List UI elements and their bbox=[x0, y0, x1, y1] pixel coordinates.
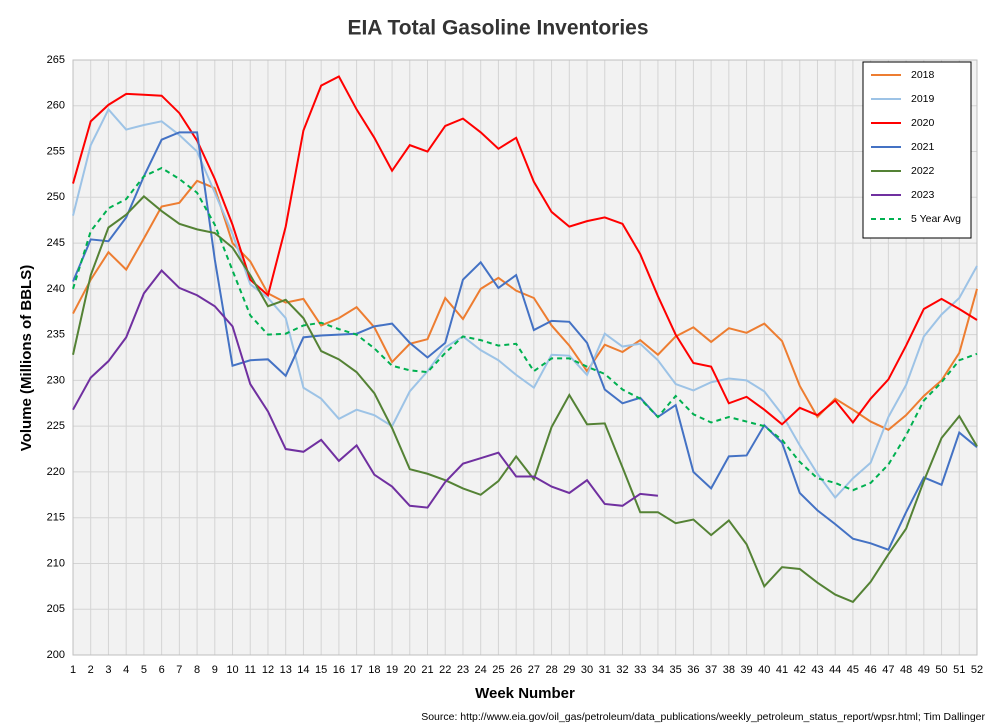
x-tick-label: 52 bbox=[971, 664, 983, 676]
x-tick-label: 39 bbox=[740, 664, 752, 676]
x-tick-label: 24 bbox=[475, 664, 487, 676]
x-tick-label: 11 bbox=[245, 664, 256, 676]
x-tick-label: 47 bbox=[882, 664, 894, 676]
x-axis-title: Week Number bbox=[475, 685, 575, 702]
legend-label: 2022 bbox=[911, 165, 935, 177]
x-tick-label: 20 bbox=[404, 664, 416, 676]
x-tick-label: 25 bbox=[492, 664, 504, 676]
x-tick-label: 18 bbox=[368, 664, 380, 676]
x-tick-label: 13 bbox=[280, 664, 292, 676]
x-tick-label: 9 bbox=[212, 664, 218, 676]
x-tick-label: 14 bbox=[297, 664, 309, 676]
legend-label: 2020 bbox=[911, 117, 935, 129]
x-tick-label: 3 bbox=[105, 664, 111, 676]
x-tick-label: 38 bbox=[723, 664, 735, 676]
series-line bbox=[72, 195, 978, 604]
chart-title: EIA Total Gasoline Inventories bbox=[347, 17, 648, 40]
x-tick-label: 15 bbox=[315, 664, 327, 676]
x-tick-label: 23 bbox=[457, 664, 469, 676]
x-tick-label: 21 bbox=[421, 664, 433, 676]
y-tick-label: 205 bbox=[47, 603, 65, 615]
x-tick-label: 42 bbox=[794, 664, 806, 676]
x-tick-label: 6 bbox=[159, 664, 165, 676]
x-tick-label: 44 bbox=[829, 664, 841, 676]
y-tick-label: 250 bbox=[47, 191, 65, 203]
y-tick-label: 215 bbox=[47, 512, 65, 524]
legend-label: 5 Year Avg bbox=[911, 213, 961, 225]
legend-label: 2019 bbox=[911, 93, 935, 105]
x-tick-label: 28 bbox=[545, 664, 557, 676]
y-tick-label: 220 bbox=[47, 466, 65, 478]
x-tick-label: 1 bbox=[70, 664, 76, 676]
x-tick-label: 30 bbox=[581, 664, 593, 676]
x-tick-label: 12 bbox=[262, 664, 274, 676]
x-tick-label: 50 bbox=[935, 664, 947, 676]
y-tick-label: 245 bbox=[47, 237, 65, 249]
x-tick-label: 2 bbox=[88, 664, 94, 676]
x-tick-label: 45 bbox=[847, 664, 859, 676]
x-tick-label: 37 bbox=[705, 664, 717, 676]
x-tick-label: 36 bbox=[687, 664, 699, 676]
x-tick-label: 10 bbox=[226, 664, 238, 676]
x-tick-label: 27 bbox=[528, 664, 540, 676]
series-line bbox=[72, 166, 978, 492]
y-tick-label: 255 bbox=[47, 145, 65, 157]
series-line bbox=[72, 269, 659, 509]
x-tick-label: 35 bbox=[670, 664, 682, 676]
x-tick-label: 22 bbox=[439, 664, 451, 676]
y-axis-title: Volume (Millions of BBLS) bbox=[18, 265, 35, 451]
series-line bbox=[72, 75, 978, 426]
x-tick-label: 8 bbox=[194, 664, 200, 676]
x-tick-label: 16 bbox=[333, 664, 345, 676]
x-tick-label: 5 bbox=[141, 664, 147, 676]
x-tick-label: 4 bbox=[123, 664, 129, 676]
x-tick-label: 43 bbox=[811, 664, 823, 676]
legend-label: 2023 bbox=[911, 189, 935, 201]
plot-border bbox=[72, 59, 978, 656]
x-tick-label: 32 bbox=[616, 664, 628, 676]
y-tick-label: 265 bbox=[47, 54, 65, 66]
x-tick-label: 31 bbox=[599, 664, 611, 676]
y-tick-label: 210 bbox=[47, 557, 65, 569]
y-tick-label: 200 bbox=[47, 649, 65, 661]
y-tick-label: 240 bbox=[47, 283, 65, 295]
x-tick-label: 29 bbox=[563, 664, 575, 676]
series-line bbox=[72, 131, 978, 551]
y-tick-label: 225 bbox=[47, 420, 65, 432]
x-tick-label: 48 bbox=[900, 664, 912, 676]
y-tick-label: 230 bbox=[47, 374, 65, 386]
legend-box bbox=[862, 61, 972, 239]
x-tick-label: 19 bbox=[386, 664, 398, 676]
x-tick-label: 40 bbox=[758, 664, 770, 676]
legend-label: 2018 bbox=[911, 69, 935, 81]
source-note: Source: http://www.eia.gov/oil_gas/petro… bbox=[421, 711, 985, 723]
y-tick-label: 235 bbox=[47, 329, 65, 341]
x-tick-label: 46 bbox=[865, 664, 877, 676]
x-tick-label: 34 bbox=[652, 664, 664, 676]
x-tick-label: 41 bbox=[776, 664, 788, 676]
y-tick-label: 260 bbox=[47, 100, 65, 112]
x-tick-label: 49 bbox=[918, 664, 930, 676]
series-line bbox=[72, 107, 978, 500]
x-tick-label: 7 bbox=[176, 664, 182, 676]
x-tick-label: 26 bbox=[510, 664, 522, 676]
legend-label: 2021 bbox=[911, 141, 935, 153]
x-tick-label: 17 bbox=[350, 664, 362, 676]
x-tick-label: 51 bbox=[953, 664, 965, 676]
x-tick-label: 33 bbox=[634, 664, 646, 676]
